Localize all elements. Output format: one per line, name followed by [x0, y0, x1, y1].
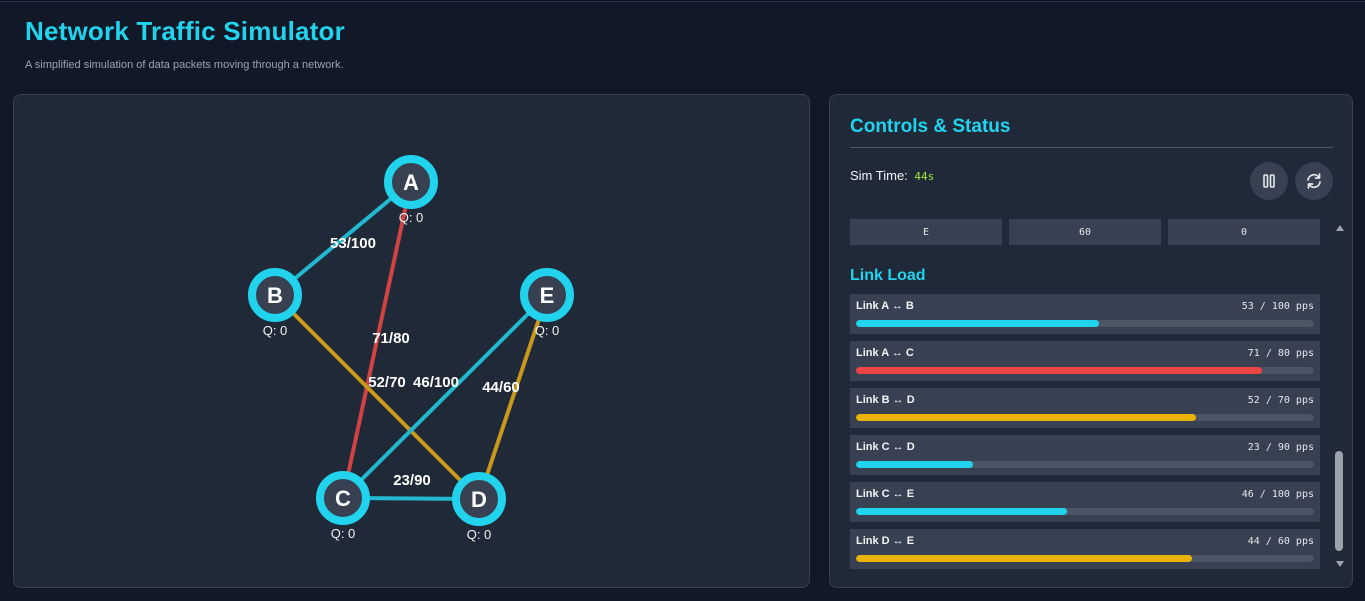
- link-load-value: 23 / 90 pps: [1247, 442, 1314, 453]
- node-label: B: [267, 283, 283, 308]
- link-load-name: Link D ↔ E: [856, 535, 915, 547]
- link-load-bar: [856, 555, 1314, 562]
- link-load-item: Link A ↔ B 53 / 100 pps: [850, 294, 1320, 334]
- controls-title: Controls & Status: [850, 116, 1011, 137]
- node-table-cell-queue: 0: [1168, 219, 1320, 245]
- reset-button[interactable]: [1295, 162, 1333, 200]
- sim-time-label: Sim Time:: [850, 168, 908, 183]
- link-a-b: [273, 180, 413, 297]
- page-header: Network Traffic Simulator A simplified s…: [25, 16, 345, 71]
- link-load-value: 52 / 70 pps: [1247, 395, 1314, 406]
- link-load-bar: [856, 414, 1314, 421]
- link-load-list: Link A ↔ B 53 / 100 pps Link A ↔ C 71 / 80 …: [850, 294, 1320, 569]
- link-load-item: Link C ↔ D 23 / 90 pps: [850, 435, 1320, 475]
- link-load-name: Link C ↔ D: [856, 441, 915, 453]
- node-label: C: [335, 486, 351, 511]
- node-c[interactable]: C Q: 0: [316, 471, 370, 541]
- link-load-bar-fill: [856, 555, 1192, 562]
- link-load-bar: [856, 461, 1314, 468]
- link-load-title: Link Load: [850, 267, 926, 284]
- link-load-name: Link A ↔ B: [856, 300, 914, 312]
- node-queue-label: Q: 0: [467, 527, 492, 542]
- pause-icon: [1263, 174, 1275, 188]
- link-load-item: Link D ↔ E 44 / 60 pps: [850, 529, 1320, 569]
- node-table-row: E 60 0: [850, 219, 1320, 245]
- link-load-name: Link C ↔ E: [856, 488, 915, 500]
- network-panel: 53/100 71/80 52/70 23/90 46/100 44/60 A Q: 0 B Q:…: [13, 94, 810, 588]
- page-title: Network Traffic Simulator: [25, 16, 345, 46]
- link-label: 71/80: [372, 330, 410, 347]
- node-circle: [384, 155, 438, 209]
- sim-time-value: 44s: [914, 170, 935, 183]
- scroll-down-arrow-icon[interactable]: [1336, 561, 1344, 567]
- link-load-item: Link A ↔ C 71 / 80 pps: [850, 341, 1320, 381]
- link-label: 53/100: [330, 235, 376, 252]
- link-d-e: [477, 294, 549, 500]
- node-label: A: [403, 170, 419, 195]
- link-load-bar-fill: [856, 320, 1099, 327]
- link-load-bar: [856, 508, 1314, 515]
- link-load-bar-fill: [856, 414, 1197, 421]
- link-load-bar-fill: [856, 367, 1263, 374]
- link-load-value: 46 / 100 pps: [1241, 489, 1314, 500]
- link-a-c: [341, 181, 413, 499]
- page-subtitle: A simplified simulation of data packets …: [25, 59, 344, 71]
- link-load-bar: [856, 367, 1314, 374]
- controls-panel: Controls & Status Sim Time: 44s E 60 0 L…: [829, 94, 1353, 588]
- link-load-bar-fill: [856, 508, 1067, 515]
- node-label: D: [471, 487, 487, 512]
- link-load-bar-fill: [856, 461, 974, 468]
- node-queue-label: Q: 0: [263, 323, 288, 338]
- pause-button[interactable]: [1250, 162, 1288, 200]
- node-b[interactable]: B Q: 0: [248, 268, 302, 338]
- link-load-value: 44 / 60 pps: [1247, 536, 1314, 547]
- divider: [850, 147, 1333, 148]
- node-circle: [316, 471, 370, 525]
- node-circle: [452, 472, 506, 526]
- link-load-name: Link B ↔ D: [856, 394, 915, 406]
- node-circle: [520, 268, 574, 322]
- node-a[interactable]: A Q: 0: [384, 155, 438, 225]
- sim-time: Sim Time: 44s: [850, 168, 934, 183]
- network-graph: 53/100 71/80 52/70 23/90 46/100 44/60 A Q: 0 B Q:…: [248, 155, 574, 542]
- link-label: 52/70: [368, 374, 406, 391]
- node-circle: [248, 268, 302, 322]
- node-queue-label: Q: 0: [331, 526, 356, 541]
- scrollbar-thumb[interactable]: [1335, 451, 1343, 551]
- refresh-icon: [1307, 173, 1321, 189]
- link-label: 46/100: [413, 374, 459, 391]
- link-c-e: [341, 293, 549, 500]
- node-table-cell-value: 60: [1009, 219, 1161, 245]
- link-load-bar: [856, 320, 1314, 327]
- link-label: 23/90: [393, 472, 431, 489]
- node-d[interactable]: D Q: 0: [452, 472, 506, 542]
- link-load-item: Link C ↔ E 46 / 100 pps: [850, 482, 1320, 522]
- link-label: 44/60: [482, 379, 520, 396]
- link-load-value: 53 / 100 pps: [1241, 301, 1314, 312]
- window-top-edge: [0, 0, 1365, 2]
- link-load-item: Link B ↔ D 52 / 70 pps: [850, 388, 1320, 428]
- status-scroll-area[interactable]: E 60 0 Link Load Link A ↔ B 53 / 100 pps L…: [850, 219, 1320, 571]
- scrollbar[interactable]: [1334, 223, 1346, 569]
- node-queue-label: Q: 0: [399, 210, 424, 225]
- node-label: E: [540, 283, 555, 308]
- scroll-up-arrow-icon[interactable]: [1336, 225, 1344, 231]
- link-load-value: 71 / 80 pps: [1247, 348, 1314, 359]
- link-b-d: [273, 293, 481, 501]
- node-queue-label: Q: 0: [535, 323, 560, 338]
- link-load-name: Link A ↔ C: [856, 347, 914, 359]
- node-e[interactable]: E Q: 0: [520, 268, 574, 338]
- node-table-cell-node: E: [850, 219, 1002, 245]
